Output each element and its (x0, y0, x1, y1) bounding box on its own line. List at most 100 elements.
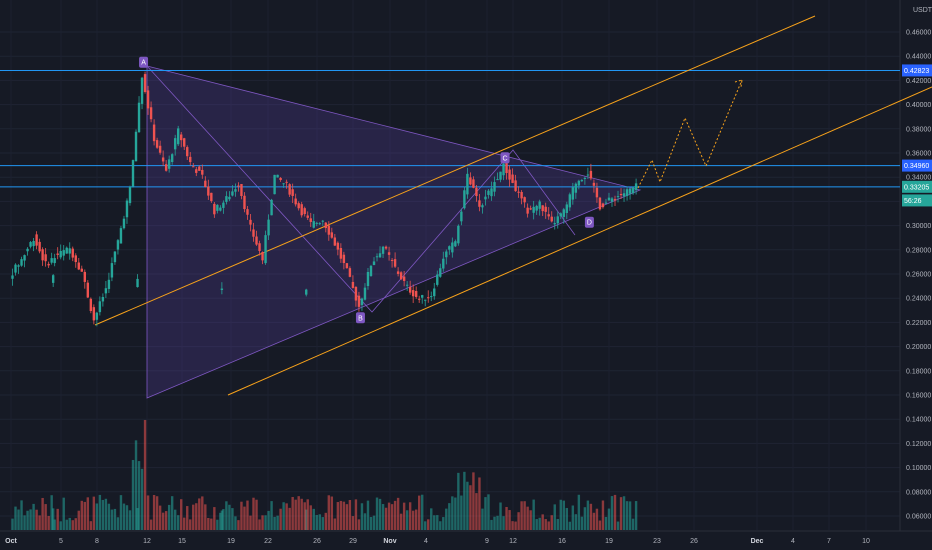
candle-body (291, 189, 294, 196)
candle-body (607, 197, 611, 201)
volume-bar (116, 517, 120, 530)
volume-bar (86, 497, 90, 530)
candle-body (514, 180, 517, 192)
volume-bar (50, 495, 53, 530)
volume-bar (220, 510, 224, 530)
candle-body (173, 138, 177, 150)
candle-body (348, 268, 352, 277)
y-axis-tick-label: 0.06000 (906, 514, 931, 521)
volume-bar (180, 499, 183, 530)
volume-bar (204, 504, 207, 530)
volume-bar (634, 501, 638, 530)
volume-bar (170, 496, 174, 530)
x-axis-tick-label: 16 (558, 538, 566, 545)
y-axis-tick-label: 0.10000 (906, 465, 931, 472)
x-axis-tick-label: 29 (349, 538, 357, 545)
volume-bar (309, 505, 312, 530)
candle-body (384, 246, 388, 249)
candle-body (433, 288, 436, 297)
volume-bar (222, 509, 225, 530)
price-badge (902, 180, 932, 193)
candle-body (95, 312, 99, 320)
volume-bar (95, 503, 99, 530)
volume-bar (47, 515, 50, 530)
volume-bar (357, 519, 361, 530)
candle-body (234, 189, 237, 192)
candle-body (517, 191, 520, 193)
volume-bar (237, 520, 240, 530)
candle-body (318, 223, 321, 225)
x-axis-tick-label: 12 (143, 538, 151, 545)
volume-bar (574, 514, 578, 530)
candle-body (195, 169, 198, 173)
candle-body (616, 196, 620, 198)
x-axis-tick-label: 4 (424, 538, 428, 545)
candle-body (628, 188, 632, 194)
volume-bar (348, 499, 352, 530)
candle-body (445, 251, 448, 258)
candle-body (541, 205, 544, 212)
pattern-point-b-badge (355, 312, 365, 324)
volume-bar (285, 503, 288, 530)
volume-bar (463, 471, 466, 530)
candle-body (279, 177, 282, 181)
candle-body (330, 232, 334, 238)
candle-body (237, 185, 240, 187)
candle-body (414, 291, 418, 297)
volume-bar (240, 501, 243, 530)
candle-body (228, 196, 231, 200)
candle-body (68, 248, 71, 254)
candle-body (460, 211, 463, 222)
candle-body (508, 169, 511, 180)
volume-bar (255, 499, 258, 530)
candle-body (183, 138, 186, 147)
candle-body (59, 250, 62, 258)
volume-bar (44, 504, 47, 530)
candle-body (107, 279, 111, 289)
candle-body (535, 205, 538, 211)
volume-bar (228, 504, 231, 530)
candle-body (556, 216, 559, 224)
y-axis-tick-label: 0.44000 (906, 54, 931, 61)
volume-bar (252, 497, 255, 530)
volume-bar (559, 499, 562, 530)
candle-body (297, 203, 300, 209)
candle-body (186, 147, 189, 157)
candle-body (116, 240, 120, 250)
volume-bar (164, 511, 168, 530)
price-badge (902, 64, 932, 77)
candle-body (502, 163, 505, 176)
y-axis-tick-label: 0.26000 (906, 272, 931, 279)
y-axis-tick-label: 0.28000 (906, 247, 931, 254)
volume-bar (80, 500, 83, 530)
volume-bar (264, 515, 267, 530)
candle-body (327, 225, 331, 235)
volume-bar (514, 521, 517, 530)
candle-body (255, 236, 258, 245)
volume-bar (589, 503, 593, 530)
volume-bar (77, 510, 80, 530)
candle-body (92, 307, 96, 321)
volume-bar (598, 520, 602, 530)
candle-body (216, 204, 219, 211)
currency-label: USDT (913, 7, 932, 14)
volume-bar (451, 496, 454, 530)
volume-bar (553, 504, 556, 530)
volume-bar (324, 512, 328, 530)
candle-body (74, 255, 77, 263)
volume-bar (493, 516, 496, 530)
candle-body (499, 171, 502, 180)
volume-bar (183, 517, 186, 530)
price-badge (902, 194, 932, 207)
price-badge-label: 0.42823 (904, 68, 929, 75)
volume-bar (484, 497, 487, 530)
candle-body (213, 203, 216, 215)
candle-body (372, 261, 376, 266)
volume-bar (511, 521, 514, 530)
volume-bar (475, 493, 478, 530)
candle-body (143, 74, 147, 92)
candle-body (220, 288, 224, 290)
volume-bar (565, 507, 569, 530)
